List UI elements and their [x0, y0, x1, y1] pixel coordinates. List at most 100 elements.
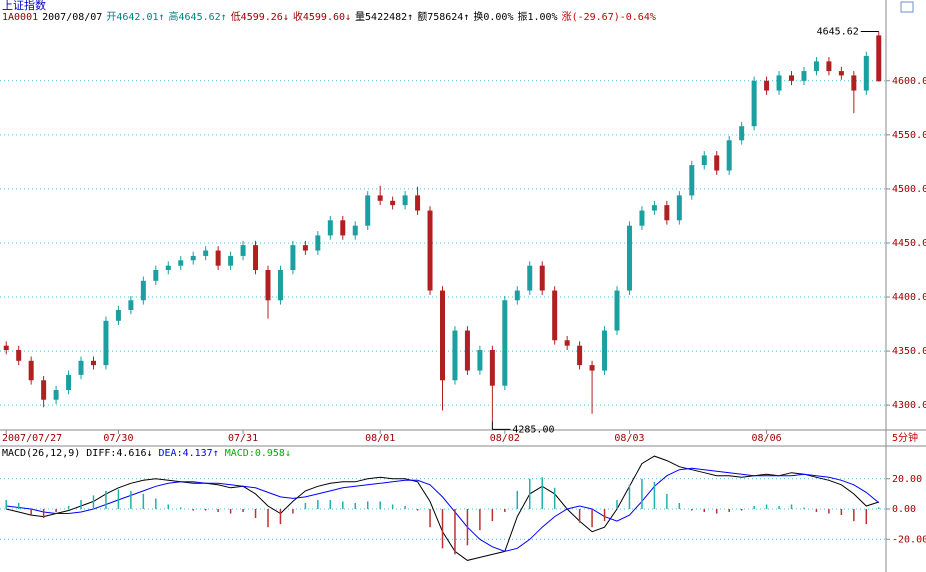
candle-body — [277, 270, 283, 301]
quote-field: 额758624↑ — [417, 12, 470, 23]
candle-body — [664, 205, 670, 221]
quote-field: 1A0001 — [2, 12, 39, 23]
candle-body — [115, 310, 121, 321]
y-tick-label: 4350.00 — [892, 346, 926, 357]
candle-body — [489, 350, 495, 386]
candle-body — [415, 195, 421, 211]
candle-body — [502, 300, 508, 386]
candle-body — [178, 260, 184, 266]
candle-body — [78, 360, 84, 375]
y-tick-label: 4500.00 — [892, 184, 926, 195]
candle-body — [589, 365, 595, 371]
y-tick-label: 0.00 — [892, 504, 916, 515]
quote-field: 收4599.60↓ — [292, 12, 352, 23]
indicator-line — [6, 467, 880, 552]
indicator-title: MACD(26,12,9) — [2, 448, 80, 459]
quote-field: 高4645.62↑ — [168, 12, 227, 23]
candle-body — [751, 80, 757, 127]
y-tick-label: 4300.00 — [892, 400, 926, 411]
quote-field: 低4599.26↓ — [230, 12, 289, 23]
quote-field: 涨(-29.67)-0.64% — [561, 12, 656, 23]
x-tick-label: 08/03 — [614, 433, 644, 444]
candle-body — [514, 290, 520, 301]
quote-field: 2007/08/07 — [42, 12, 103, 23]
legend-entry: DIFF:4.616↓ — [86, 448, 152, 459]
candle-body — [626, 225, 632, 291]
candle-body — [352, 225, 358, 236]
candle-body — [676, 195, 682, 221]
candle-body — [290, 245, 296, 270]
indicator-legend: MACD(26,12,9) DIFF:4.616↓ DEA:4.137↑ MACD:0… — [2, 448, 291, 459]
candle-body — [103, 320, 109, 366]
x-tick-label: 08/01 — [365, 433, 395, 444]
candle-body — [165, 265, 171, 270]
candle-body — [726, 140, 732, 171]
candle-body — [128, 300, 134, 310]
header: 上证指数 1A0001 2007/08/07 开4642.01↑ 高4645.62↑ 低… — [2, 0, 660, 24]
candle-body — [302, 245, 308, 251]
y-tick-label: 4550.00 — [892, 130, 926, 141]
candle-body — [776, 75, 782, 91]
candle-body — [701, 155, 707, 166]
low-annotation: 4285.00 — [512, 424, 554, 435]
candle-body — [440, 290, 445, 381]
candle-body — [789, 75, 795, 81]
candle-body — [651, 205, 657, 211]
candle-body — [327, 220, 333, 236]
candle-body — [838, 71, 844, 76]
candle-body — [764, 80, 770, 91]
y-tick-label: 4400.00 — [892, 292, 926, 303]
candle-body — [851, 75, 857, 91]
candle-body — [876, 35, 882, 82]
candle-body — [639, 210, 645, 226]
candle-body — [265, 270, 271, 301]
y-tick-label: 4600.00 — [892, 76, 926, 87]
candle-body — [90, 360, 96, 366]
quote-field: 振1.00% — [517, 12, 558, 23]
x-tick-label: 07/30 — [103, 433, 133, 444]
y-tick-label: -20.00 — [892, 534, 926, 545]
high-annotation: 4645.62 — [817, 26, 859, 37]
y-tick-label: 20.00 — [892, 474, 922, 485]
candle-body — [863, 55, 869, 91]
candle-body — [53, 390, 59, 400]
candle-body — [365, 195, 371, 226]
candle-body — [340, 220, 346, 236]
quote-fields: 1A0001 2007/08/07 开4642.01↑ 高4645.62↑ 低4599.… — [2, 12, 660, 24]
period-label: 5分钟 — [892, 431, 918, 444]
x-tick-label: 07/31 — [228, 433, 258, 444]
candle-body — [577, 345, 583, 366]
candle-body — [539, 265, 545, 291]
candle-body — [813, 61, 819, 72]
candle-body — [315, 235, 321, 251]
candle-body — [689, 165, 695, 196]
candle-body — [402, 195, 408, 206]
legend-entry: MACD:0.958↓ — [225, 448, 291, 459]
quote-field: 换0.00% — [473, 12, 514, 23]
x-tick-label: 2007/07/27 — [2, 433, 62, 444]
candle-body — [41, 380, 47, 400]
candle-body — [452, 330, 458, 381]
candle-body — [16, 350, 22, 361]
candle-body — [203, 250, 209, 256]
x-tick-label: 08/02 — [490, 433, 520, 444]
candle-body — [527, 265, 533, 291]
x-tick-label: 08/06 — [752, 433, 782, 444]
candle-body — [552, 290, 558, 341]
candle-body — [801, 71, 807, 81]
candle-body — [190, 255, 196, 261]
legend-entry: DEA:4.137↑ — [159, 448, 219, 459]
candle-body — [66, 374, 72, 390]
candle-body — [377, 195, 383, 201]
candle-body — [153, 270, 159, 281]
candle-body — [826, 61, 832, 72]
window-icon[interactable] — [900, 1, 914, 13]
candle-body — [28, 360, 34, 381]
candle-body — [140, 280, 146, 301]
candle-body — [739, 126, 745, 141]
candle-body — [240, 245, 246, 256]
quote-field: 开4642.01↑ — [106, 12, 165, 23]
candle-body — [564, 340, 570, 346]
